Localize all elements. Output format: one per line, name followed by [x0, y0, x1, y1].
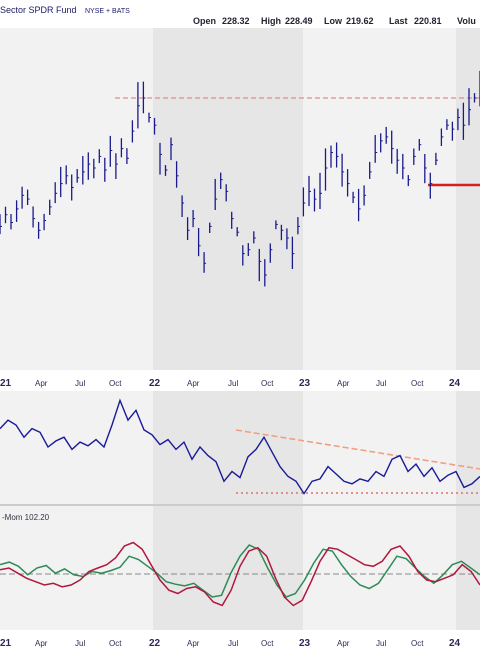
x-axis-bottom: 21 Apr Jul Oct 22 Apr Jul Oct 23 Apr Jul…: [0, 630, 480, 650]
rs-falling-resistance: [235, 429, 480, 470]
open-label: Open: [193, 16, 216, 26]
x-tick-jul-21: Jul: [75, 379, 85, 388]
x-tick-jul-22: Jul: [228, 379, 238, 388]
chart-header: Sector SPDR Fund NYSE + BATS Open 228.32…: [0, 5, 476, 26]
x-tick-bottom-apr-21: Apr: [35, 639, 48, 648]
x-tick-bottom-apr-23: Apr: [337, 639, 350, 648]
rrg-panel: -Mom 102.20: [0, 506, 480, 630]
rrg-momentum-line: [0, 541, 480, 607]
x-tick-apr-21: Apr: [35, 379, 48, 388]
x-tick-apr-22: Apr: [187, 379, 200, 388]
x-tick-21: 21: [0, 378, 12, 389]
x-tick-bottom-apr-22: Apr: [187, 639, 200, 648]
x-tick-bottom-24: 24: [449, 638, 461, 649]
high-value: 228.49: [285, 16, 313, 26]
high-label: High: [261, 16, 281, 26]
price-panel-shade-2024: [456, 28, 480, 370]
x-tick-24: 24: [449, 378, 461, 389]
price-panel: [0, 28, 480, 370]
exchange-label: NYSE + BATS: [85, 8, 130, 15]
x-tick-bottom-oct-23: Oct: [411, 639, 424, 648]
x-tick-bottom-oct-21: Oct: [109, 639, 122, 648]
x-tick-oct-21: Oct: [109, 379, 122, 388]
x-tick-bottom-22: 22: [149, 638, 161, 649]
x-tick-bottom-21: 21: [0, 638, 12, 649]
price-panel-shade-2022: [153, 28, 303, 370]
volume-label: Volu: [457, 16, 476, 26]
rs-line: [0, 398, 480, 495]
rrg-label: -Mom 102.20: [2, 513, 50, 522]
rs-panel-shade-2024: [456, 391, 480, 504]
open-value: 228.32: [222, 16, 250, 26]
x-tick-bottom-jul-23: Jul: [376, 639, 386, 648]
rs-panel: [0, 391, 480, 504]
chart-title: Sector SPDR Fund: [0, 5, 77, 15]
x-tick-bottom-jul-22: Jul: [228, 639, 238, 648]
rs-panel-shade-2022: [153, 391, 303, 504]
x-tick-bottom-oct-22: Oct: [261, 639, 274, 648]
low-label: Low: [324, 16, 343, 26]
x-axis-top-bg: [0, 370, 480, 390]
x-tick-jul-23: Jul: [376, 379, 386, 388]
low-value: 219.62: [346, 16, 374, 26]
x-tick-23: 23: [299, 378, 311, 389]
rrg-ratio-line: [0, 544, 480, 598]
last-label: Last: [389, 16, 408, 26]
x-axis-top: 21 Apr Jul Oct 22 Apr Jul Oct 23 Apr Jul…: [0, 370, 480, 390]
x-tick-bottom-jul-21: Jul: [75, 639, 85, 648]
x-tick-apr-23: Apr: [337, 379, 350, 388]
price-bars: [0, 70, 480, 287]
rrg-panel-shade-2022: [153, 506, 303, 630]
x-tick-22: 22: [149, 378, 161, 389]
x-tick-oct-22: Oct: [261, 379, 274, 388]
x-axis-bottom-bg: [0, 630, 480, 650]
x-tick-bottom-23: 23: [299, 638, 311, 649]
last-value: 220.81: [414, 16, 442, 26]
x-tick-oct-23: Oct: [411, 379, 424, 388]
